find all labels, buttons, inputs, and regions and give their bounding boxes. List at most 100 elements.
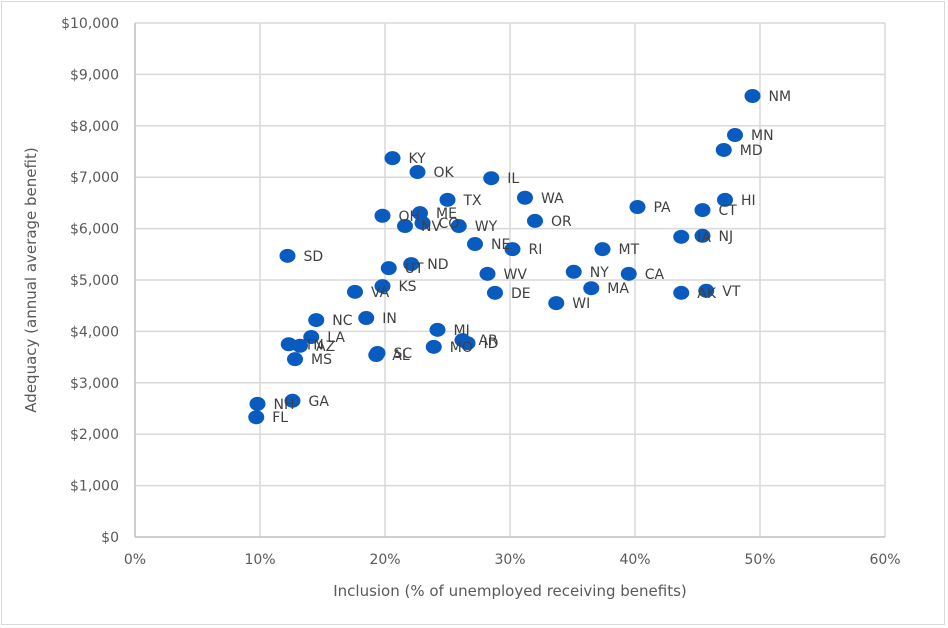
data-label-mt: MT <box>619 242 640 258</box>
data-point-ny[interactable] <box>565 264 582 279</box>
y-tick-label: $1,000 <box>70 479 119 495</box>
data-point-nv[interactable] <box>397 219 413 234</box>
y-tick-label: $2,000 <box>70 427 119 443</box>
data-label-ok: OK <box>434 165 455 181</box>
y-tick-label: $4,000 <box>70 324 119 340</box>
data-point-nd[interactable] <box>403 257 420 272</box>
data-point-ks[interactable] <box>374 279 391 294</box>
data-label-sd: SD <box>304 249 324 265</box>
data-point-mo[interactable] <box>425 339 442 354</box>
data-point-ca[interactable] <box>620 266 637 281</box>
data-point-de[interactable] <box>487 285 503 300</box>
data-label-ms: MS <box>311 352 332 368</box>
data-label-wy: WY <box>475 219 498 235</box>
data-label-wa: WA <box>541 191 564 207</box>
data-label-il: IL <box>507 171 519 187</box>
data-label-co: CO <box>439 216 460 232</box>
data-point-il[interactable] <box>483 171 500 186</box>
x-tick-label: 20% <box>369 552 400 568</box>
data-label-nv: NV <box>421 219 441 235</box>
data-point-wv[interactable] <box>479 266 496 281</box>
data-label-mo: MO <box>450 340 473 356</box>
data-point-ak[interactable] <box>673 285 690 300</box>
data-label-nj: NJ <box>719 229 734 245</box>
data-point-pa[interactable] <box>629 200 646 215</box>
data-point-ia[interactable] <box>673 229 690 244</box>
data-point-az[interactable] <box>292 338 308 353</box>
data-point-nj[interactable] <box>694 228 711 243</box>
data-label-wi: WI <box>572 296 590 312</box>
data-label-ne: NE <box>491 237 510 253</box>
data-label-oh: OH <box>399 209 421 225</box>
x-axis-title: Inclusion (% of unemployed receiving ben… <box>333 582 687 600</box>
data-point-or[interactable] <box>527 213 543 228</box>
data-point-mn[interactable] <box>727 128 743 143</box>
data-point-nc[interactable] <box>308 313 325 328</box>
y-tick-label: $8,000 <box>70 119 119 135</box>
data-point-wi[interactable] <box>548 296 565 311</box>
data-label-ca: CA <box>645 267 665 283</box>
data-label-az: AZ <box>316 339 335 355</box>
data-point-hi[interactable] <box>717 192 733 207</box>
data-point-ms[interactable] <box>287 352 303 367</box>
data-label-ct: CT <box>719 203 738 219</box>
data-point-oh[interactable] <box>374 208 391 223</box>
x-tick-label: 0% <box>124 552 146 568</box>
data-label-ak: AK <box>697 286 717 302</box>
data-label-la: LA <box>327 330 345 346</box>
gridlines <box>134 22 886 538</box>
x-tick-label: 50% <box>744 552 775 568</box>
data-point-md[interactable] <box>715 142 732 157</box>
data-label-or: OR <box>551 214 572 230</box>
data-point-wy[interactable] <box>450 219 467 234</box>
data-label-ia: IA <box>697 230 711 246</box>
data-label-wv: WV <box>504 267 528 283</box>
data-point-wa[interactable] <box>517 190 533 205</box>
data-point-tx[interactable] <box>439 192 456 207</box>
data-point-va[interactable] <box>347 284 363 299</box>
data-label-id: ID <box>484 336 499 352</box>
data-point-co[interactable] <box>414 215 431 230</box>
data-point-ct[interactable] <box>694 203 711 218</box>
data-point-al[interactable] <box>368 348 385 363</box>
data-label-vt: VT <box>722 284 741 300</box>
data-label-al: AL <box>392 348 410 364</box>
data-label-ar: AR <box>479 333 499 349</box>
data-label-tx: TX <box>463 193 483 209</box>
data-label-in: IN <box>382 311 397 327</box>
data-point-la[interactable] <box>303 330 320 345</box>
y-tick-label: $6,000 <box>70 222 119 238</box>
y-tick-label: $7,000 <box>70 170 119 186</box>
data-point-ga[interactable] <box>284 393 301 408</box>
data-point-fl[interactable] <box>248 410 265 425</box>
data-point-mt[interactable] <box>594 242 611 257</box>
data-point-in[interactable] <box>358 311 375 326</box>
data-point-ri[interactable] <box>504 242 521 257</box>
data-label-ma: MA <box>607 281 629 297</box>
data-point-mi[interactable] <box>429 322 446 337</box>
data-label-nh: NH <box>274 397 295 413</box>
x-tick-label: 30% <box>494 552 525 568</box>
data-point-nh[interactable] <box>249 396 266 411</box>
y-tick-label: $9,000 <box>70 67 119 83</box>
data-label-nc: NC <box>332 313 352 329</box>
y-tick-label: $3,000 <box>70 376 119 392</box>
data-point-ky[interactable] <box>384 151 401 166</box>
data-label-me: ME <box>436 206 457 222</box>
data-point-sd[interactable] <box>279 248 296 263</box>
data-point-nm[interactable] <box>744 88 761 103</box>
data-point-ok[interactable] <box>409 165 426 180</box>
data-label-nd: ND <box>427 257 448 273</box>
y-tick-label: $5,000 <box>70 273 119 289</box>
data-label-ri: RI <box>529 242 543 258</box>
data-point-ut[interactable] <box>380 261 397 276</box>
data-point-id[interactable] <box>459 336 476 351</box>
data-point-ma[interactable] <box>583 281 600 296</box>
data-point-vt[interactable] <box>698 283 715 298</box>
y-tick-label: $10,000 <box>61 16 119 32</box>
data-point-ne[interactable] <box>467 237 483 252</box>
data-label-mi: MI <box>454 323 470 339</box>
data-label-pa: PA <box>654 200 672 216</box>
